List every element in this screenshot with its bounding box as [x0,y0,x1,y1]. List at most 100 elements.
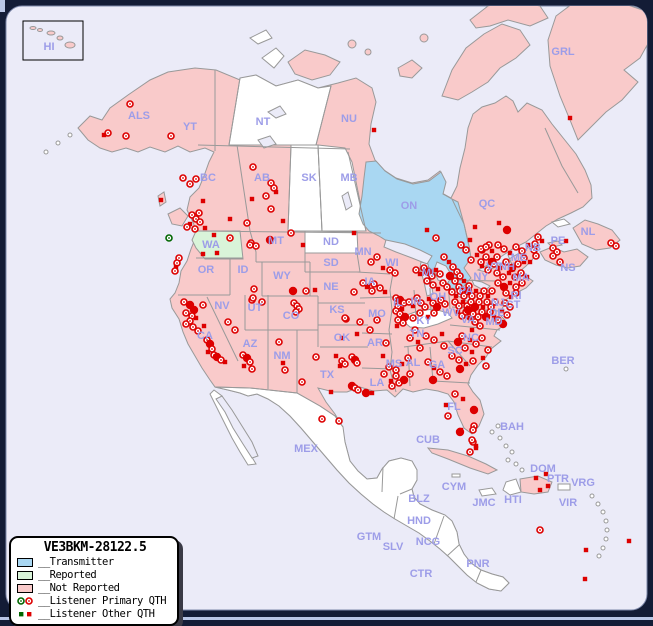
listener-marker [249,196,255,202]
listener-marker [258,298,266,306]
listener-marker [302,287,310,295]
listener-marker [359,279,367,287]
listener-marker [369,390,375,396]
listener-marker [473,445,479,451]
listener-marker [249,294,257,302]
island-baffin [441,23,531,101]
listener-marker [489,248,495,254]
listener-marker [192,175,200,183]
listener-marker [281,366,289,374]
listener-marker [426,296,432,302]
listener-marker [583,547,589,553]
listener-marker [435,286,441,292]
legend-item-transmitter: __Transmitter [17,556,173,568]
listener-marker [537,487,543,493]
listener-marker [167,132,175,140]
island-anticosti [550,218,572,228]
listener-marker [512,243,520,251]
listener-marker [424,358,432,366]
listener-marker [493,253,501,261]
listener-marker [432,302,442,312]
listener-marker [473,288,479,294]
listener-marker [439,331,445,337]
island-vancouver [167,207,189,227]
listener-marker [443,402,449,408]
listener-marker [531,240,539,248]
listener-marker [226,234,234,242]
listener-marker [463,361,469,367]
listener-marker [196,218,204,226]
listener-marker [533,475,539,481]
listener-marker [453,293,459,299]
listener-marker [480,355,486,361]
listener-marker [335,417,343,425]
listener-marker [191,225,199,233]
listener-marker [440,253,448,261]
listener-marker [412,266,420,274]
listener-marker [500,245,508,253]
island-prince-patrick [249,29,273,45]
listener-marker [406,370,414,378]
listener-marker [399,361,405,367]
listener-marker [448,288,456,296]
listener-marker [428,272,436,280]
listener-marker [202,225,208,231]
listener-marker [490,260,498,268]
listener-marker [433,267,439,273]
listener-marker [193,315,199,321]
listener-marker [474,313,482,321]
listener-marker [466,448,474,456]
listener-marker [545,483,551,489]
listener-marker [494,316,502,324]
listener-marker [318,415,326,423]
listener-marker [205,349,211,355]
listener-marker [469,327,475,333]
listener-marker [475,298,483,306]
listener-marker [524,274,530,280]
listener-marker [179,174,187,182]
listener-marker [474,252,480,258]
listener-marker [406,334,414,342]
listener-marker [455,302,463,310]
primary-qth-marker-icons [17,596,33,606]
listener-marker [417,271,423,277]
listener-marker [392,372,400,380]
listener-marker [368,287,376,295]
listener-marker [380,353,386,359]
listener-marker [468,292,476,300]
window-frame-corner [0,0,5,12]
listener-marker [231,326,239,334]
listener-marker [312,287,318,293]
listener-marker [479,263,485,269]
listener-marker [521,259,527,265]
listener-marker [501,299,509,307]
listener-marker [536,526,544,534]
listener-marker [445,271,455,281]
listener-marker [273,189,279,195]
legend-title: VE3BKM-28122.5 [43,540,147,555]
listener-marker [373,253,381,261]
listener-marker [478,308,486,316]
listener-marker [612,242,620,250]
reported-swatch [17,570,33,580]
listener-marker [351,230,357,236]
listener-marker [214,250,220,256]
listener-marker [469,405,479,415]
listener-marker [467,237,473,243]
listener-marker [472,224,478,230]
listener-marker [494,241,502,249]
listener-marker [451,277,459,285]
island-haiti [502,478,522,496]
listener-marker [494,279,502,287]
listener-marker [486,308,494,316]
island-victoria [287,49,341,81]
listener-marker [200,251,206,257]
gulf-of-california [215,395,259,459]
legend-item-other-qth: __Listener Other QTH [17,608,173,620]
listener-marker [187,221,193,227]
listener-marker [222,359,228,365]
listener-marker [430,309,438,317]
listener-marker [472,340,480,348]
listener-marker [399,319,407,327]
